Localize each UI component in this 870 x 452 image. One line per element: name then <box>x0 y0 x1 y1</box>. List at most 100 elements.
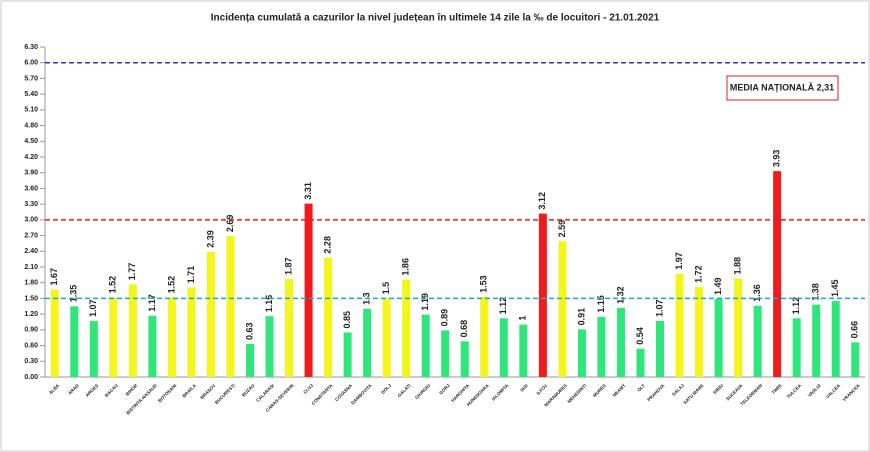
bar <box>538 213 547 377</box>
value-label: 0.63 <box>244 322 254 340</box>
y-tick-label: 0.30 <box>24 358 38 365</box>
chart-title: Incidența cumulată a cazurilor la nivel … <box>211 13 660 24</box>
value-label: 0.89 <box>440 309 450 327</box>
value-label: 1.71 <box>186 266 196 284</box>
y-tick-label: 2.40 <box>24 248 38 255</box>
bar <box>812 304 821 377</box>
value-label: 0.91 <box>576 308 586 326</box>
value-label: 1.32 <box>615 286 625 304</box>
bar <box>382 298 391 377</box>
y-tick-label: 5.10 <box>24 107 38 114</box>
value-label: 1.87 <box>283 258 293 276</box>
bar <box>89 320 98 377</box>
bar <box>519 324 528 377</box>
bar <box>285 279 294 377</box>
y-tick-label: 1.80 <box>24 280 38 287</box>
value-label: 2.69 <box>225 215 235 233</box>
bar <box>656 320 664 377</box>
value-label: 1.15 <box>596 295 606 313</box>
bar <box>70 306 79 377</box>
y-tick-label: 3.90 <box>24 170 38 177</box>
bar <box>831 301 840 377</box>
bar <box>226 236 235 377</box>
value-label: 0.54 <box>635 327 645 345</box>
bar <box>460 341 469 377</box>
value-label: 0.68 <box>459 320 469 338</box>
bar <box>577 329 586 377</box>
y-tick-label: 2.10 <box>24 264 38 271</box>
bar <box>402 279 411 377</box>
value-label: 1.86 <box>401 258 411 276</box>
bar <box>363 308 372 377</box>
y-tick-label: 3.00 <box>24 217 38 224</box>
value-label: 1.88 <box>732 257 742 275</box>
bar <box>421 314 430 377</box>
bar <box>480 296 489 377</box>
value-label: 1.07 <box>88 299 98 317</box>
value-label: 3.31 <box>303 182 313 200</box>
bar <box>109 297 118 377</box>
value-label: 1.52 <box>108 276 118 294</box>
value-label: 1.52 <box>166 276 176 294</box>
bar <box>343 332 352 377</box>
x-tick-label: OLT <box>636 383 646 393</box>
bar <box>851 342 860 377</box>
bar <box>597 316 606 377</box>
annotation-box <box>726 75 839 101</box>
bar <box>128 284 137 377</box>
y-tick-label: 2.70 <box>24 232 38 239</box>
bar <box>206 251 215 377</box>
y-tick-label: 0.00 <box>24 374 38 381</box>
value-label: 1.17 <box>147 294 157 312</box>
value-label: 0.85 <box>342 311 352 329</box>
value-label: 1.72 <box>693 265 703 283</box>
value-label: 1.67 <box>49 268 59 286</box>
bar <box>695 286 704 377</box>
bar <box>304 203 313 377</box>
value-label: 1.35 <box>69 285 79 303</box>
annotation: MEDIA NAȚIONALĂ 2,31 <box>730 82 834 92</box>
value-label: 1.53 <box>479 275 489 293</box>
bar <box>324 257 333 377</box>
value-label: 3.12 <box>537 192 547 210</box>
bar <box>792 318 801 377</box>
value-label: 1.38 <box>811 283 821 301</box>
value-label: 1.49 <box>713 277 723 295</box>
bar <box>499 318 508 377</box>
bar <box>441 330 450 377</box>
y-tick-label: 3.60 <box>24 185 38 192</box>
y-tick-label: 6.00 <box>24 60 38 67</box>
value-label: 1.16 <box>264 295 274 313</box>
value-label: 1.5 <box>381 282 391 295</box>
value-label: 1.45 <box>830 280 840 298</box>
value-label: 1.36 <box>752 284 762 302</box>
y-tick-label: 4.20 <box>24 154 38 161</box>
value-label: 1 <box>518 316 528 321</box>
bar <box>148 315 157 377</box>
value-label: 1.12 <box>498 297 508 315</box>
y-tick-label: 0.90 <box>24 327 38 334</box>
bar <box>734 278 743 377</box>
bar <box>187 287 196 377</box>
y-tick-label: 1.20 <box>24 311 38 318</box>
bar <box>265 316 274 377</box>
value-label: 1.07 <box>654 299 664 317</box>
bar <box>675 273 684 377</box>
value-label: 1.19 <box>420 293 430 311</box>
value-label: 2.28 <box>322 236 332 254</box>
bar <box>167 297 176 377</box>
bar <box>50 289 59 377</box>
bar <box>636 348 645 377</box>
bar <box>714 298 723 377</box>
value-label: 1.97 <box>674 252 684 270</box>
value-label: 2.39 <box>205 230 215 248</box>
value-label: 3.93 <box>772 150 782 168</box>
y-tick-label: 5.40 <box>24 91 38 98</box>
y-tick-label: 5.70 <box>24 75 38 82</box>
value-label: 1.12 <box>791 297 801 315</box>
bar <box>753 305 762 377</box>
bar <box>558 241 567 377</box>
y-tick-label: 4.50 <box>24 138 38 145</box>
